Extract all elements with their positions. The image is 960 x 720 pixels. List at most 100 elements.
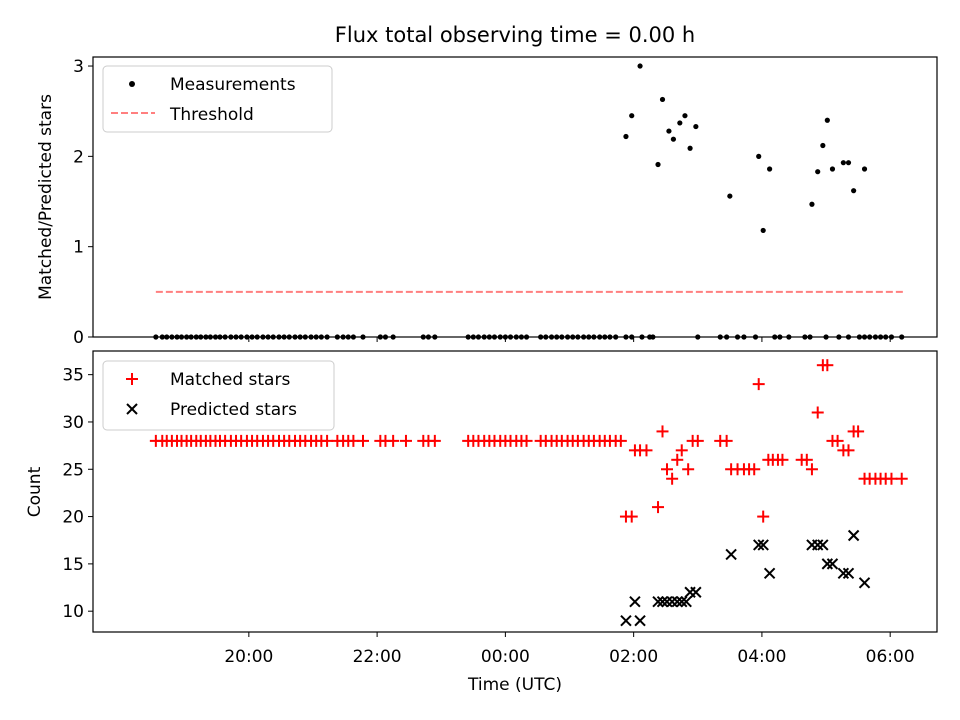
predicted-stars-point	[753, 539, 765, 551]
xtick-label: 06:00	[866, 647, 915, 667]
measurements-point	[861, 166, 868, 172]
legend-measurements-marker	[129, 81, 135, 87]
bottom-ytick-label: 35	[62, 366, 84, 386]
bottom-panel-ticks: 10 15 20 25 30 35 20:00 22:00 00:00 02:00 04:00 06:…	[62, 366, 914, 667]
measurements-point	[629, 113, 635, 119]
predicted-stars-point	[661, 596, 673, 608]
matched-stars-point	[842, 444, 855, 457]
matched-stars-point	[752, 378, 765, 391]
matched-stars-point	[821, 359, 834, 372]
matched-stars-point	[321, 434, 334, 447]
bottom-panel-ylabel: Count	[25, 466, 45, 517]
matched-stars-point	[852, 425, 865, 438]
matched-stars-point	[656, 425, 669, 438]
top-ytick-label: 2	[73, 147, 84, 167]
matched-stars-point	[660, 463, 673, 476]
top-ytick-label: 3	[73, 57, 84, 77]
measurements-point	[677, 120, 683, 126]
matched-stars-point	[652, 501, 665, 514]
measurements-point	[682, 113, 688, 119]
bottom-panel: 10 15 20 25 30 35 20:00 22:00 00:00 02:00 04:00 06:…	[25, 350, 938, 695]
bottom-ytick-label: 20	[62, 508, 84, 528]
bottom-panel-legend: Matched stars Predicted stars	[102, 360, 335, 431]
predicted-stars-point	[652, 596, 664, 608]
measurements-point	[756, 153, 762, 159]
bottom-legend-frame	[102, 360, 335, 431]
top-panel-frame	[92, 56, 938, 338]
predicted-stars-point	[847, 529, 860, 542]
predicted-stars-point	[757, 539, 769, 551]
matched-stars-point	[640, 444, 653, 457]
matched-stars-point	[675, 444, 688, 457]
measurements-point	[659, 96, 666, 103]
matched-stars-point	[399, 434, 412, 447]
legend-predicted-marker	[126, 403, 138, 415]
predicted-stars-point	[812, 539, 824, 551]
top-legend-frame	[102, 65, 333, 133]
legend-threshold-label: Threshold	[169, 105, 254, 125]
predicted-stars-point	[817, 539, 829, 551]
matched-stars-point	[520, 434, 533, 447]
top-panel-ticks: 0 1 2 3	[73, 57, 891, 348]
bottom-ytick-label: 15	[62, 555, 84, 575]
matched-stars-point	[671, 453, 684, 466]
measurements-point	[809, 201, 815, 207]
predicted-stars-point	[634, 614, 646, 627]
predicted-stars-point	[821, 558, 834, 570]
bottom-panel-frame	[92, 350, 938, 633]
legend-measurements-label: Measurements	[170, 75, 296, 95]
top-panel-ylabel: Matched/Predicted stars	[36, 94, 56, 300]
top-ytick-label: 1	[73, 238, 84, 258]
xtick-label: 04:00	[737, 647, 786, 667]
predicted-stars-point	[826, 558, 839, 570]
xtick-label: 00:00	[481, 647, 530, 667]
predicted-stars-point	[763, 567, 776, 580]
measurements-point	[655, 161, 661, 168]
bottom-ytick-label: 25	[62, 460, 84, 480]
top-panel: 0 1 2 3 Matched/Predicted stars Measurement…	[36, 56, 938, 348]
measurements-point	[666, 128, 672, 134]
xtick-label: 22:00	[353, 647, 402, 667]
measurements-point	[727, 193, 733, 199]
matched-stars-point	[885, 472, 898, 485]
matched-stars-point	[811, 406, 824, 419]
measurements-point	[767, 166, 773, 172]
predicted-stars-point	[671, 596, 683, 608]
measurements-point	[815, 169, 821, 175]
predicted-stars-point	[620, 614, 632, 627]
predicted-stars-point	[858, 577, 871, 589]
predicted-stars-point	[690, 586, 702, 598]
matched-stars-point	[800, 453, 813, 466]
measurements-point	[693, 123, 699, 130]
matched-stars-point	[691, 434, 704, 447]
predicted-stars-point	[837, 567, 850, 580]
measurements-point	[687, 145, 693, 151]
matched-stars-point	[666, 472, 679, 485]
matched-stars-point	[357, 434, 370, 447]
matched-stars-point	[625, 510, 638, 523]
measurements-point	[670, 136, 677, 142]
bottom-ytick-label: 30	[62, 413, 84, 433]
legend-matched-marker	[126, 373, 138, 385]
measurements-point	[820, 142, 826, 149]
x-axis-label: Time (UTC)	[467, 675, 562, 695]
xtick-label: 02:00	[609, 647, 658, 667]
matched-stars-point	[387, 434, 400, 447]
matched-stars-point	[748, 463, 761, 476]
top-panel-legend: Measurements Threshold	[102, 65, 333, 133]
measurements-point	[824, 117, 830, 123]
top-ytick-label: 0	[73, 328, 84, 348]
measurements-point	[623, 133, 629, 140]
legend-predicted-label: Predicted stars	[170, 400, 297, 420]
predicted-stars-point	[676, 596, 688, 608]
predicted-stars-point	[680, 596, 692, 608]
matched-stars-point	[614, 434, 627, 447]
predicted-stars-point	[656, 596, 669, 608]
matched-stars-point	[720, 434, 733, 447]
matched-stars-point	[805, 463, 818, 476]
measurements-point	[760, 227, 766, 234]
matched-stars-point	[831, 434, 844, 447]
matched-stars-point	[776, 453, 789, 466]
matched-stars-point	[757, 510, 770, 523]
